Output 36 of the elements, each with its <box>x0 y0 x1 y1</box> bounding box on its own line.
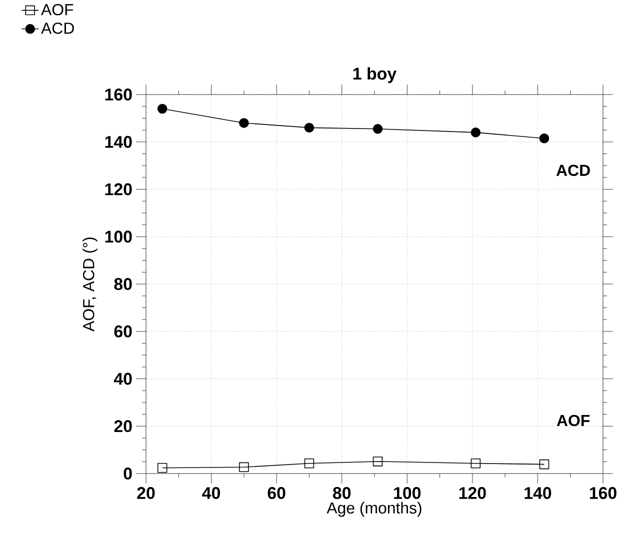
x-tick-label: 60 <box>268 487 286 500</box>
y-tick-label: 140 <box>105 136 132 148</box>
point <box>470 128 481 138</box>
point <box>157 104 168 114</box>
x-tick-label: 140 <box>524 487 552 500</box>
y-axis-title: AOF, ACD (°) <box>82 238 98 332</box>
y-tick-label: 100 <box>105 230 132 243</box>
point <box>304 458 314 468</box>
x-tick-label: 160 <box>590 487 616 500</box>
x-tick-label: 20 <box>137 487 155 500</box>
legend-label: AOF <box>41 4 74 16</box>
point <box>470 458 481 468</box>
point <box>372 124 383 134</box>
y-tick-label: 120 <box>105 184 132 196</box>
y-tick-label: 0 <box>124 468 132 480</box>
chart-title: 1 boy <box>353 67 397 84</box>
x-tick-label: 80 <box>332 487 351 500</box>
y-tick-label: 20 <box>114 420 132 432</box>
x-tick-label: 120 <box>459 487 486 500</box>
point <box>239 118 249 128</box>
point <box>157 463 168 473</box>
x-tick-label: 40 <box>202 487 220 500</box>
point <box>539 460 550 470</box>
legend-label: ACD <box>41 22 74 34</box>
y-tick-label: 60 <box>114 326 132 338</box>
x-tick-label: 100 <box>394 487 421 500</box>
point <box>539 134 550 144</box>
x-axis-title: Age (months) <box>326 502 422 517</box>
point <box>372 456 383 467</box>
y-tick-label: 80 <box>114 278 132 290</box>
y-tick-label: 40 <box>114 373 132 386</box>
annotation: AOF <box>556 415 590 426</box>
point <box>304 123 314 133</box>
point <box>239 462 249 472</box>
annotation: ACD <box>556 164 590 176</box>
y-tick-label: 160 <box>105 88 132 101</box>
